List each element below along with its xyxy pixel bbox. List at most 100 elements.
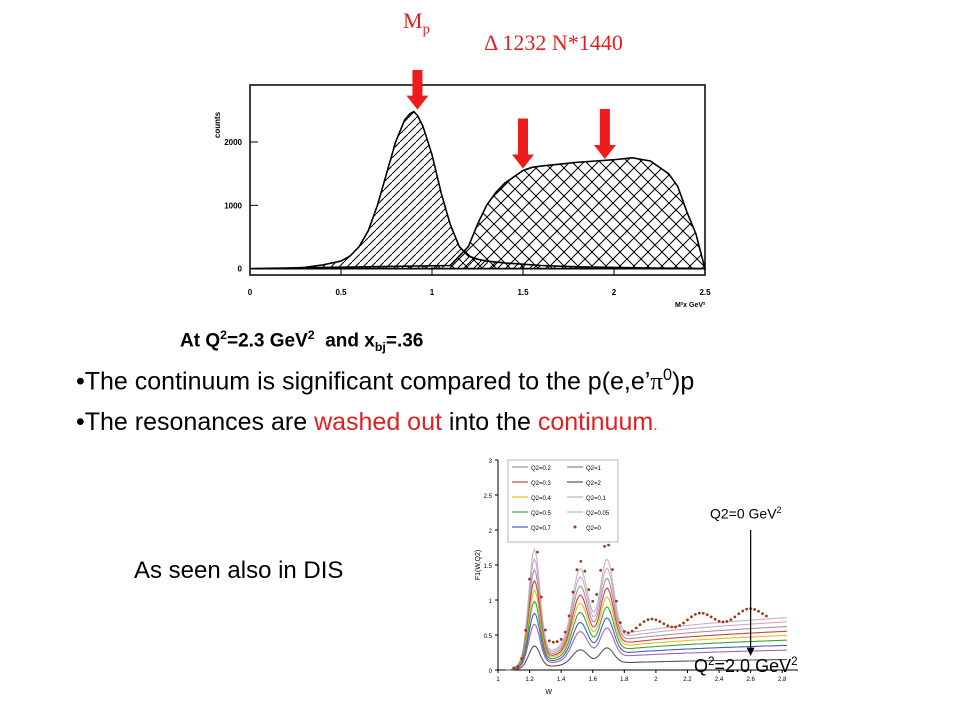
x-tick-label: 2 [612,288,617,297]
x-tick-label: 1 [430,288,435,297]
dis-line-7 [505,623,787,671]
dis-data-point [520,657,524,660]
x-tick-label: 1.8 [620,677,629,683]
dis-data-point [622,630,626,633]
dis-line-6 [505,612,787,671]
dis-data-point [528,577,531,581]
dis-data-point [733,615,737,619]
dis-data-point [678,624,681,627]
legend-entry: Q2=0.1 [586,496,607,502]
x-tick-label: 2.2 [683,677,692,683]
dis-line-8 [505,645,787,671]
dis-data-point [567,614,571,618]
dis-data-point [599,568,603,572]
y-tick-label: 1 [489,599,493,605]
dis-series [505,530,787,671]
dis-data-point [638,623,642,627]
y-axis-label: counts [213,111,222,138]
dis-data-point [674,625,678,629]
dis-data-point [607,543,610,547]
dis-data-point [650,617,654,621]
x-tick-label: 2.6 [746,677,755,683]
x-tick-label: 0.5 [335,288,347,297]
legend-entry: Q2=0.7 [531,526,552,532]
mp-label: Mp [403,8,430,38]
dis-data-point [721,620,725,624]
dis-data-point [725,620,729,623]
x-tick-label: 2.5 [699,288,711,297]
dis-f1-chart: 0 0.5 1 1.5 2 2.5 3 1 1.2 1.4 1.6 1.8 2 2.2 2.4 2.6 2.8 F… [475,459,798,696]
dis-data-point [757,609,760,613]
dis-data-point [761,612,764,616]
y-axis-label: F1(W,Q2) [475,550,482,580]
legend-entry: Q2=0.4 [531,496,552,502]
dis-data-point [717,619,721,623]
x-tick-label: 1 [496,677,500,683]
dis-data-point [709,615,713,619]
y-tick-label: 1.5 [484,564,493,570]
dis-legend: Q2=0.2 Q2=1 Q2=0.3 Q2=2 Q2=0.4 Q2=0.1 Q2=0.5 Q2… [507,459,619,543]
marker-arrow-head [593,145,616,159]
dis-data-point [642,620,646,624]
dis-data-point [551,640,555,644]
dis-line-5 [505,600,787,671]
marker-arrow-shaft [599,109,610,147]
bullet-continuum: •The continuum is significant compared t… [76,366,695,396]
x-tick-label: 1.4 [557,677,566,683]
x-tick-label: 2.4 [715,677,724,683]
dis-data-point [512,666,516,670]
dis-data-point [575,568,579,572]
dis-data-point [540,595,543,599]
dis-line-2 [505,568,787,671]
dis-data-point [516,665,520,669]
q2-bottom-annotation: Q2=2.0 GeV2 [694,655,798,676]
dis-data-point [524,628,528,632]
x-tick-label: 1.6 [589,677,598,683]
dis-data-point [662,622,666,626]
dis-data-point [591,599,595,603]
dis-data-point [618,621,622,625]
dis-data-point [705,613,709,617]
dis-data-point [666,624,670,628]
dis-data-point [559,637,563,641]
x-axis-label: W [545,689,552,696]
x-tick-label: 2 [654,677,658,683]
histogram-series-1 [249,157,707,270]
dis-data-point [563,630,567,634]
dis-data-point [615,599,618,603]
dis-data-point [658,620,662,623]
dis-line-4 [505,589,787,671]
y-tick-label: 0 [238,265,243,274]
dis-data-point [583,569,587,573]
dis-data-point [626,631,630,635]
dis-data-point [603,545,606,548]
x-tick-label: 1.2 [525,677,534,683]
marker-arrow-shaft [412,70,423,98]
dis-data-point [753,607,756,611]
marker-arrow-head [512,154,534,169]
legend-entry: Q2=0.5 [531,511,552,517]
dis-data-point [579,559,583,563]
dis-data-point [745,607,749,611]
x-tick-label: 0 [248,288,253,297]
dis-data-point [713,617,717,621]
plot-frame [249,84,706,276]
y-tick-label: 3 [489,459,493,465]
y-tick-label: 2000 [224,138,242,147]
q2-arrow-head [746,647,755,656]
dis-line-1 [505,557,787,671]
dis-data-point [690,615,693,619]
dis-data-point [701,611,705,615]
dis-data-point [741,609,745,613]
legend-box [507,459,619,543]
dis-data-point [670,625,674,629]
x-tick-label: 1.5 [517,288,529,297]
legend-entry: Q2=0 [586,526,602,532]
dis-data-point [595,593,599,596]
dis-line-0 [505,547,787,671]
dis-axes: 0 0.5 1 1.5 2 2.5 3 1 1.2 1.4 1.6 1.8 2 2.2 2.4 2.6 2.8 F… [475,459,798,696]
legend-entry: Q2=0.3 [531,481,552,487]
y-tick-label: 2 [489,529,493,535]
